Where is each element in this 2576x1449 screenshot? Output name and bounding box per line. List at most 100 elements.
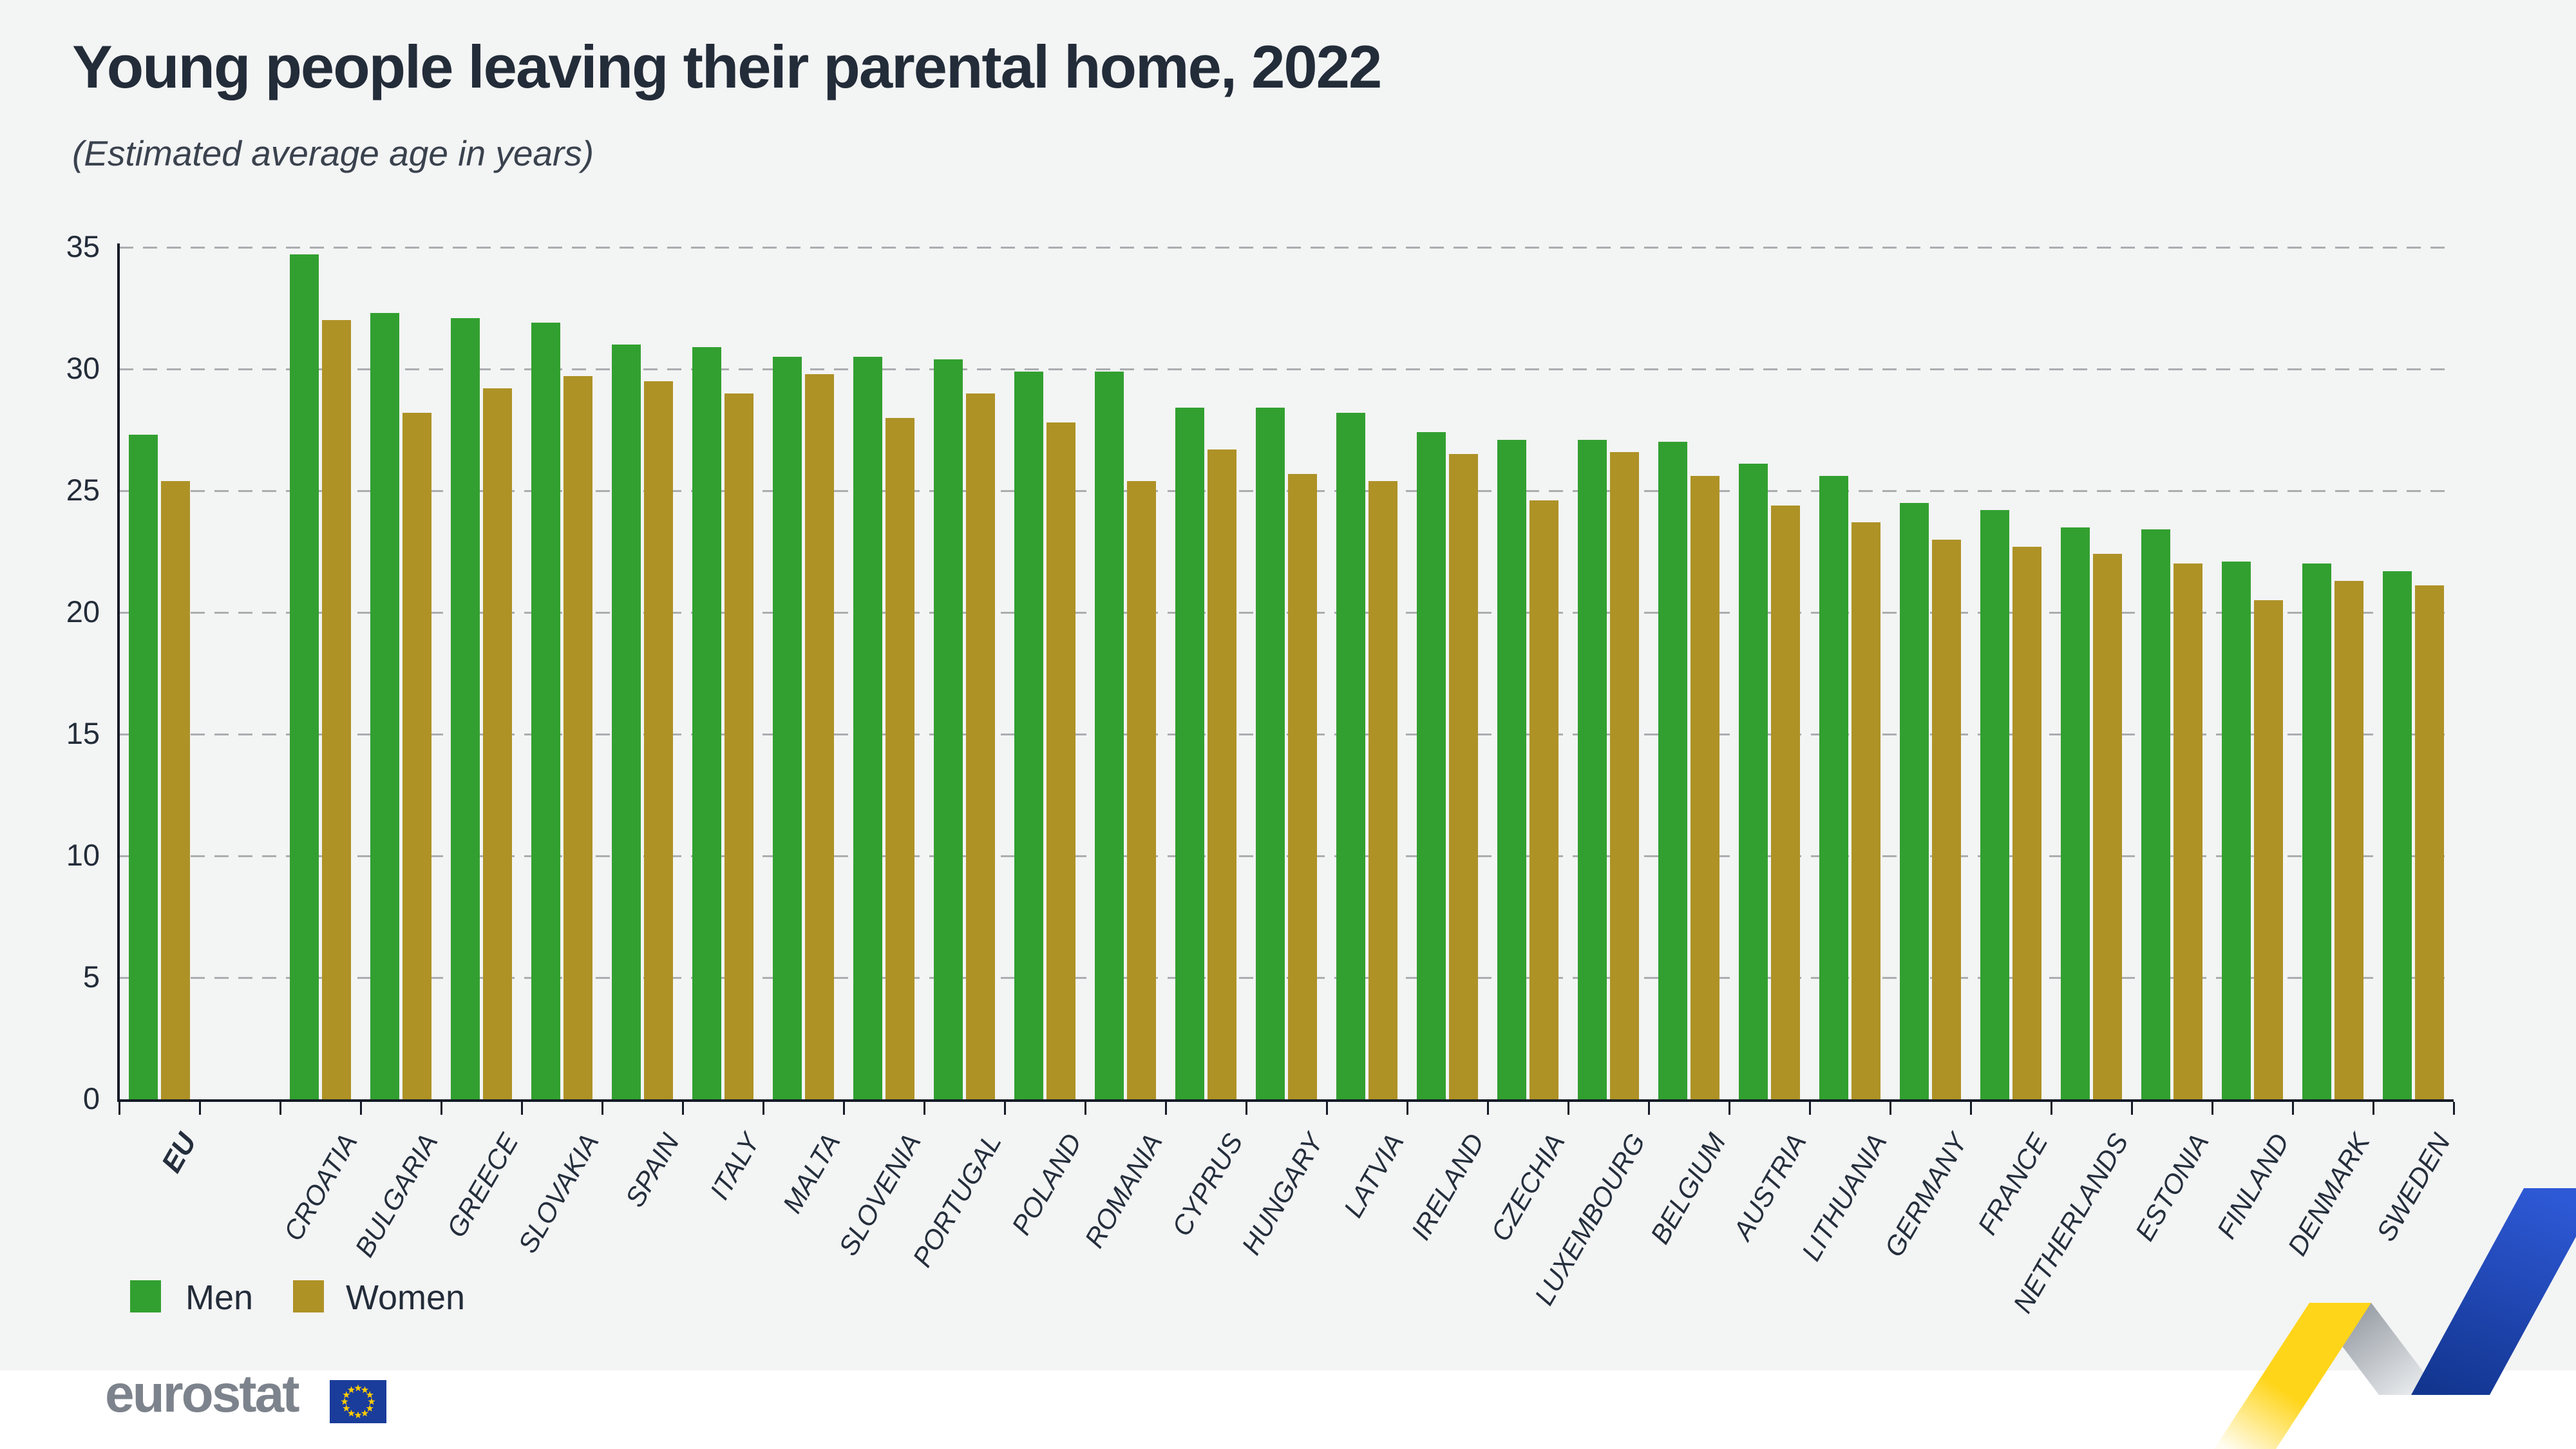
- gridline-10: [119, 855, 2454, 857]
- x-axis-tick: [1970, 1102, 1972, 1115]
- bar-men-CYPRUS: [1175, 408, 1204, 1099]
- bar-men-BULGARIA: [370, 313, 399, 1099]
- x-axis-tick: [923, 1102, 925, 1115]
- x-axis-tick: [521, 1102, 523, 1115]
- eu-flag-icon: [330, 1380, 386, 1423]
- bar-women-ESTONIA: [2174, 564, 2202, 1099]
- x-axis-tick: [360, 1102, 362, 1115]
- y-axis-label-35: 35: [66, 229, 100, 263]
- eu-flag-star: [354, 1411, 362, 1419]
- gridline-35: [119, 246, 2454, 249]
- legend-women-label: Women: [346, 1278, 466, 1317]
- x-axis-tick: [279, 1102, 281, 1115]
- y-axis-label-15: 15: [66, 716, 100, 750]
- legend-men-swatch: [130, 1280, 161, 1312]
- x-axis-tick: [2131, 1102, 2133, 1115]
- bar-men-IRELAND: [1417, 432, 1446, 1099]
- x-axis-tick: [1728, 1102, 1730, 1115]
- bar-women-HUNGARY: [1288, 473, 1317, 1099]
- x-axis-tick: [762, 1102, 764, 1115]
- x-axis-tick: [1567, 1102, 1569, 1115]
- bar-men-EU: [129, 435, 158, 1099]
- x-axis-tick: [1084, 1102, 1086, 1115]
- eu-flag-star: [361, 1386, 369, 1394]
- gridline-30: [119, 368, 2454, 370]
- x-axis-tick: [1889, 1102, 1891, 1115]
- x-axis-tick: [2372, 1102, 2374, 1115]
- x-axis-tick: [601, 1102, 603, 1115]
- bar-women-LATVIA: [1368, 480, 1397, 1099]
- y-axis-label-0: 0: [82, 1081, 100, 1115]
- bar-men-AUSTRIA: [1739, 464, 1768, 1099]
- chart-subtitle: (Estimated average age in years): [72, 133, 594, 173]
- bar-men-FINLAND: [2222, 561, 2251, 1099]
- bar-men-LITHUANIA: [1819, 476, 1848, 1099]
- x-axis-tick: [118, 1102, 120, 1115]
- legend-men-label: Men: [185, 1278, 254, 1317]
- bar-women-GERMANY: [1932, 539, 1961, 1099]
- y-axis-label-20: 20: [66, 594, 100, 629]
- bar-men-ESTONIA: [2141, 529, 2170, 1099]
- bar-men-BELGIUM: [1658, 442, 1687, 1099]
- bar-men-LATVIA: [1336, 413, 1365, 1099]
- bar-women-SLOVENIA: [886, 417, 914, 1099]
- bar-women-EU: [161, 480, 190, 1099]
- x-axis-tick: [2050, 1102, 2052, 1115]
- x-axis-tick: [1245, 1102, 1247, 1115]
- bar-women-FRANCE: [2012, 546, 2041, 1099]
- bar-women-GREECE: [483, 388, 512, 1099]
- eu-flag-star: [366, 1391, 374, 1398]
- ribbon-yellow-segment: [2214, 1303, 2371, 1449]
- footer-band: [0, 1370, 2576, 1449]
- x-axis-tick: [1165, 1102, 1167, 1115]
- bar-men-FRANCE: [1980, 510, 2009, 1099]
- gridline-15: [119, 733, 2454, 735]
- x-axis-tick: [1809, 1102, 1811, 1115]
- eu-flag-star: [347, 1409, 355, 1417]
- bar-men-CROATIA: [290, 254, 319, 1099]
- x-axis-tick: [1406, 1102, 1408, 1115]
- eu-flag-star: [368, 1397, 375, 1405]
- y-axis-label-25: 25: [66, 473, 100, 507]
- eu-flag-star: [347, 1386, 355, 1394]
- gridline-20: [119, 611, 2454, 614]
- bar-men-SLOVAKIA: [531, 323, 560, 1099]
- y-axis-label-5: 5: [82, 960, 100, 994]
- bar-women-SLOVAKIA: [564, 376, 592, 1099]
- x-axis-tick: [2453, 1102, 2455, 1115]
- chart-title: Young people leaving their parental home…: [72, 33, 1382, 100]
- bar-women-DENMARK: [2334, 580, 2363, 1099]
- bar-men-LUXEMBOURG: [1578, 439, 1607, 1099]
- bar-women-BULGARIA: [402, 413, 431, 1099]
- x-axis-tick: [440, 1102, 442, 1115]
- x-axis-tick: [1648, 1102, 1650, 1115]
- bar-men-PORTUGAL: [934, 359, 963, 1099]
- x-axis-tick: [1326, 1102, 1328, 1115]
- bar-men-ITALY: [692, 346, 721, 1099]
- bar-women-SWEDEN: [2415, 585, 2444, 1099]
- bar-men-SLOVENIA: [853, 357, 882, 1099]
- bar-men-GREECE: [451, 317, 480, 1099]
- bar-women-IRELAND: [1449, 454, 1478, 1099]
- bar-men-HUNGARY: [1256, 408, 1285, 1099]
- bar-women-LITHUANIA: [1852, 522, 1880, 1099]
- ribbon-blue-segment: [2411, 1188, 2576, 1395]
- decorative-ribbon: [2214, 1188, 2576, 1449]
- legend-women-swatch: [293, 1280, 324, 1312]
- y-axis-label-10: 10: [66, 838, 100, 872]
- bar-women-SPAIN: [644, 381, 673, 1099]
- eu-flag-star: [361, 1409, 369, 1417]
- bar-women-BELGIUM: [1690, 476, 1719, 1099]
- x-axis-tick: [2292, 1102, 2294, 1115]
- bar-women-PORTUGAL: [966, 393, 995, 1099]
- bar-men-SPAIN: [612, 345, 641, 1099]
- bar-men-ROMANIA: [1095, 371, 1124, 1099]
- bar-men-NETHERLANDS: [2061, 527, 2090, 1099]
- bar-women-POLAND: [1046, 422, 1075, 1099]
- bar-women-AUSTRIA: [1771, 505, 1800, 1099]
- x-axis-tick: [2211, 1102, 2213, 1115]
- gridline-5: [119, 976, 2454, 979]
- bar-women-LUXEMBOURG: [1610, 451, 1639, 1099]
- x-axis-tick: [682, 1102, 684, 1115]
